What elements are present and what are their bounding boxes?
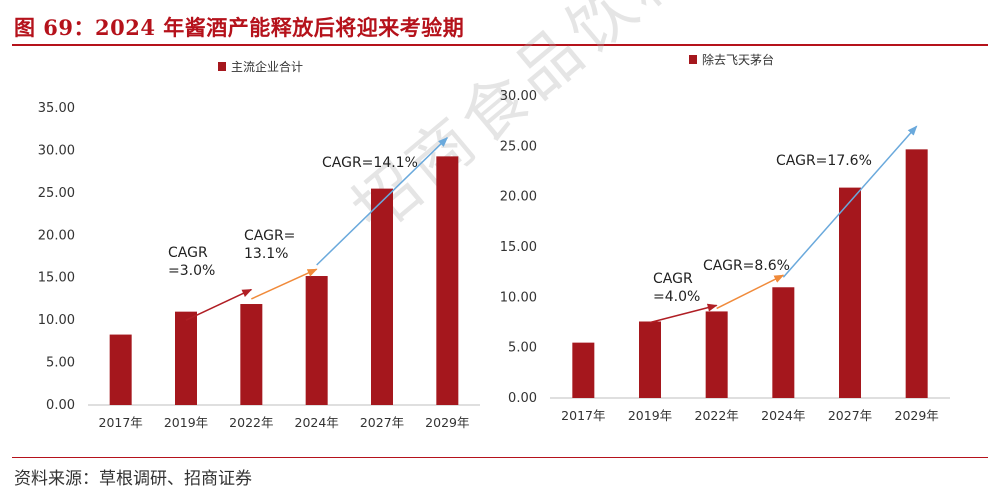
cagr-arrow <box>316 137 449 266</box>
cagr-annotation: CAGR <box>168 245 208 261</box>
bar <box>109 334 132 405</box>
y-tick-label: 15.00 <box>500 240 537 255</box>
title-rule <box>12 44 988 46</box>
bar <box>772 287 795 398</box>
legend-label: 主流企业合计 <box>231 59 303 74</box>
chart-left: 0.00 5.00 10.00 15.00 20.00 25.00 30.00 35.00 20… <box>38 59 480 430</box>
cagr-annotation: =4.0% <box>653 289 700 305</box>
cagr-arrow <box>185 288 253 321</box>
cagr-annotation: CAGR=8.6% <box>703 258 790 274</box>
bar <box>572 342 595 398</box>
cagr-arrow <box>649 303 718 324</box>
cagr-annotation: CAGR=14.1% <box>322 155 418 171</box>
cagr-annotation: =3.0% <box>168 263 215 279</box>
x-tick-label: 2027年 <box>828 408 872 423</box>
y-tick-label: 25.00 <box>38 186 75 201</box>
x-tick-label: 2017年 <box>99 415 143 430</box>
legend-label: 除去飞天茅台 <box>702 52 774 67</box>
legend-swatch <box>218 62 226 71</box>
bar <box>175 311 197 405</box>
x-tick-label: 2024年 <box>761 408 805 423</box>
x-tick-label: 2029年 <box>425 415 469 430</box>
bar <box>305 276 328 405</box>
y-tick-label: 20.00 <box>38 228 75 243</box>
cagr-annotation: CAGR=17.6% <box>776 153 872 169</box>
source-rule <box>12 457 988 458</box>
legend-swatch <box>689 55 697 64</box>
bar <box>371 188 393 405</box>
y-tick-label: 30.00 <box>38 143 75 158</box>
x-tick-label: 2022年 <box>695 408 739 423</box>
y-tick-label: 10.00 <box>38 313 75 328</box>
y-tick-label: 20.00 <box>500 190 537 205</box>
chart-right: 0.00 5.00 10.00 15.00 20.00 25.00 30.00 2017年 20… <box>500 52 950 423</box>
cagr-annotation: CAGR <box>653 271 693 287</box>
y-tick-label: 0.00 <box>508 391 537 406</box>
cagr-arrow <box>716 274 785 310</box>
cagr-annotation: CAGR= <box>244 228 295 244</box>
y-tick-label: 10.00 <box>500 290 537 305</box>
bar <box>705 311 728 398</box>
bar <box>839 187 861 398</box>
x-tick-label: 2027年 <box>360 415 404 430</box>
bar <box>905 149 928 398</box>
x-tick-label: 2019年 <box>628 408 672 423</box>
y-tick-label: 5.00 <box>46 356 75 371</box>
x-tick-label: 2029年 <box>895 408 939 423</box>
figure-title: 图 69：2024 年酱酒产能释放后将迎来考验期 <box>14 15 465 40</box>
x-tick-label: 2019年 <box>164 415 208 430</box>
cagr-arrow <box>251 268 318 300</box>
y-tick-label: 15.00 <box>38 271 75 286</box>
source-note: 资料来源：草根调研、招商证券 <box>14 469 252 489</box>
x-tick-label: 2024年 <box>295 415 339 430</box>
x-tick-label: 2017年 <box>561 408 605 423</box>
bar <box>436 156 459 405</box>
y-tick-label: 25.00 <box>500 139 537 154</box>
y-tick-label: 30.00 <box>500 89 537 104</box>
cagr-arrow <box>782 125 918 278</box>
bar <box>240 304 263 405</box>
y-tick-label: 35.00 <box>38 101 75 116</box>
y-tick-label: 0.00 <box>46 398 75 413</box>
y-tick-label: 5.00 <box>508 341 537 356</box>
cagr-annotation: 13.1% <box>244 246 288 262</box>
x-tick-label: 2022年 <box>229 415 273 430</box>
bar <box>639 321 661 398</box>
